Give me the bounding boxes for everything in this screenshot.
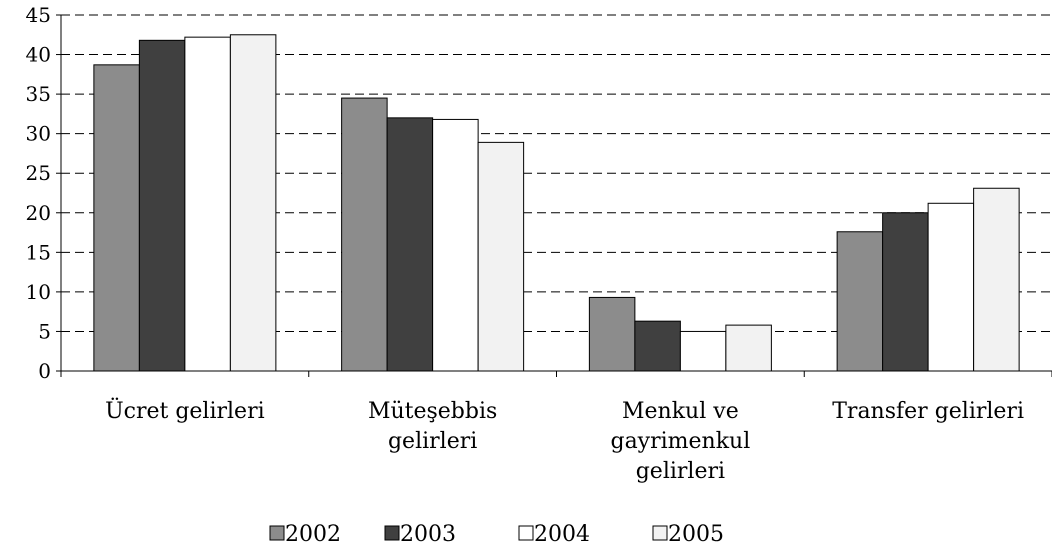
bar-2004-3 <box>927 202 975 372</box>
y-tick-label: 25 <box>26 161 51 185</box>
legend-swatch-2003 <box>384 525 400 541</box>
x-category-label-line: Müteşebbis <box>368 399 497 424</box>
y-tick-label: 15 <box>26 240 51 264</box>
bar-2005-1 <box>477 141 525 372</box>
x-axis-category-labels: Ücret gelirleri Müteşebbis gelirleriMenkul… <box>105 397 1024 484</box>
legend-swatch-2002 <box>269 525 285 541</box>
legend-swatch-2004 <box>518 525 534 541</box>
x-category-label: Transfer gelirleri <box>832 399 1024 424</box>
x-category-label-line: gayrimenkul <box>610 429 750 454</box>
legend-label-2003: 2003 <box>400 522 456 547</box>
x-category-label-line: Ücret gelirleri <box>105 397 265 424</box>
legend-swatch-2005 <box>652 525 668 541</box>
y-tick-label: 0 <box>38 359 51 383</box>
legend: 2002 2003 2004 2005 <box>269 522 724 547</box>
x-category-label-line: Menkul ve <box>622 399 739 424</box>
bars <box>93 34 1020 372</box>
y-axis-tick-labels: 0 5 10 15 20 25 30 35 40 45 <box>26 3 51 383</box>
bar-2004-2 <box>679 330 727 372</box>
x-category-label-line: gelirleri <box>636 459 725 484</box>
legend-label-2002: 2002 <box>285 522 341 547</box>
y-tick-label: 5 <box>38 319 51 343</box>
bar-2002-3 <box>836 231 884 372</box>
y-tick-label: 45 <box>26 3 51 27</box>
y-tick-label: 30 <box>26 122 51 146</box>
legend-label-2004: 2004 <box>534 522 590 547</box>
bar-2002-1 <box>341 97 388 372</box>
bar-2004-0 <box>184 36 231 372</box>
x-category-label-line: gelirleri <box>388 429 477 454</box>
bar-2003-3 <box>882 212 929 372</box>
bar-2005-0 <box>229 34 277 372</box>
bar-2005-2 <box>725 324 772 372</box>
bar-2002-0 <box>93 64 140 372</box>
bar-2004-1 <box>432 118 479 372</box>
y-tick-label: 35 <box>26 82 51 106</box>
bar-2003-2 <box>634 320 681 372</box>
x-category-label-line: Transfer gelirleri <box>832 399 1024 424</box>
y-tick-label: 10 <box>26 280 51 304</box>
axes <box>56 14 1052 377</box>
bar-2003-1 <box>386 117 434 372</box>
bar-2005-3 <box>973 187 1020 372</box>
x-category-label: Müteşebbis gelirleri <box>368 399 497 454</box>
x-category-label: Menkul ve gayrimenkul gelirleri <box>610 399 750 484</box>
y-tick-label: 40 <box>26 43 51 67</box>
y-tick-label: 20 <box>26 201 51 225</box>
x-category-label: Ücret gelirleri <box>105 397 265 424</box>
gridlines <box>61 14 1052 332</box>
bar-2002-2 <box>588 296 636 372</box>
bar-2003-0 <box>138 39 186 372</box>
legend-label-2005: 2005 <box>668 522 724 547</box>
